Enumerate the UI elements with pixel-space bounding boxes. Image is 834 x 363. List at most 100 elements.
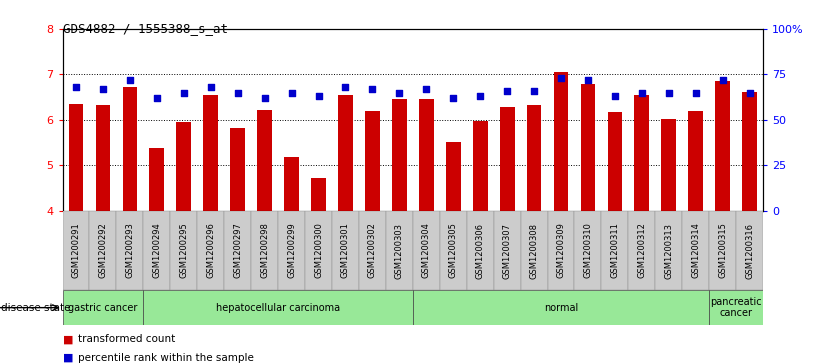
Text: GSM1200306: GSM1200306 — [475, 223, 485, 278]
Bar — [224, 211, 251, 290]
Bar — [419, 99, 434, 211]
Text: percentile rank within the sample: percentile rank within the sample — [78, 352, 254, 363]
Bar — [601, 211, 628, 290]
Bar — [143, 211, 170, 290]
Text: GSM1200304: GSM1200304 — [422, 223, 431, 278]
Text: GSM1200300: GSM1200300 — [314, 223, 323, 278]
Text: GSM1200316: GSM1200316 — [745, 223, 754, 278]
Text: transformed count: transformed count — [78, 334, 175, 344]
Bar — [365, 111, 379, 211]
Bar — [338, 95, 353, 211]
Bar — [149, 148, 164, 211]
Bar — [123, 87, 138, 211]
Text: GSM1200312: GSM1200312 — [637, 223, 646, 278]
Bar — [284, 157, 299, 211]
Bar — [89, 211, 117, 290]
Bar — [257, 110, 272, 211]
Text: disease state: disease state — [1, 303, 70, 313]
Point — [716, 77, 730, 83]
Point — [339, 84, 352, 90]
Point — [393, 90, 406, 95]
Bar — [575, 211, 601, 290]
Text: GSM1200307: GSM1200307 — [503, 223, 511, 278]
Bar — [548, 211, 575, 290]
Bar — [386, 211, 413, 290]
Bar — [177, 122, 191, 211]
Bar — [332, 211, 359, 290]
Bar — [467, 211, 494, 290]
Bar — [413, 211, 440, 290]
Text: GSM1200299: GSM1200299 — [287, 223, 296, 278]
Bar — [554, 72, 569, 211]
Text: GSM1200308: GSM1200308 — [530, 223, 539, 278]
Bar — [473, 121, 488, 211]
Bar — [494, 211, 520, 290]
Point — [662, 90, 676, 95]
Bar — [682, 211, 709, 290]
Bar — [656, 211, 682, 290]
Bar — [413, 290, 709, 325]
Text: GSM1200303: GSM1200303 — [394, 223, 404, 278]
Text: GSM1200310: GSM1200310 — [584, 223, 592, 278]
Text: pancreatic
cancer: pancreatic cancer — [711, 297, 762, 318]
Bar — [278, 211, 305, 290]
Bar — [359, 211, 386, 290]
Point — [743, 90, 756, 95]
Bar — [311, 178, 326, 211]
Point — [581, 77, 595, 83]
Point — [500, 88, 514, 94]
Bar — [96, 105, 110, 211]
Text: ■: ■ — [63, 334, 73, 344]
Text: GSM1200292: GSM1200292 — [98, 223, 108, 278]
Point — [231, 90, 244, 95]
Text: hepatocellular carcinoma: hepatocellular carcinoma — [216, 303, 340, 313]
Text: GSM1200315: GSM1200315 — [718, 223, 727, 278]
Bar — [716, 81, 730, 211]
Point — [636, 90, 649, 95]
Bar — [688, 111, 703, 211]
Text: GSM1200294: GSM1200294 — [153, 223, 161, 278]
Bar — [709, 290, 763, 325]
Point — [312, 93, 325, 99]
Point — [69, 84, 83, 90]
Bar — [440, 211, 467, 290]
Bar — [527, 105, 541, 211]
Text: GSM1200297: GSM1200297 — [234, 223, 242, 278]
Bar — [742, 92, 757, 211]
Bar — [628, 211, 656, 290]
Bar — [661, 119, 676, 211]
Bar — [63, 290, 143, 325]
Text: GSM1200298: GSM1200298 — [260, 223, 269, 278]
Text: GSM1200311: GSM1200311 — [610, 223, 620, 278]
Text: GSM1200296: GSM1200296 — [206, 223, 215, 278]
Point — [123, 77, 137, 83]
Text: GSM1200291: GSM1200291 — [72, 223, 81, 278]
Text: GSM1200295: GSM1200295 — [179, 223, 188, 278]
Bar — [736, 211, 763, 290]
Point — [527, 88, 540, 94]
Text: GSM1200309: GSM1200309 — [556, 223, 565, 278]
Bar — [500, 107, 515, 211]
Point — [555, 75, 568, 81]
Point — [177, 90, 190, 95]
Bar — [63, 211, 89, 290]
Bar — [230, 128, 245, 211]
Text: GSM1200313: GSM1200313 — [665, 223, 673, 278]
Point — [608, 93, 621, 99]
Text: GSM1200302: GSM1200302 — [368, 223, 377, 278]
Point — [204, 84, 218, 90]
Point — [150, 95, 163, 101]
Bar — [68, 104, 83, 211]
Bar — [170, 211, 198, 290]
Text: GSM1200293: GSM1200293 — [125, 223, 134, 278]
Point — [96, 86, 109, 92]
Bar — [305, 211, 332, 290]
Bar — [709, 211, 736, 290]
Text: GSM1200301: GSM1200301 — [341, 223, 350, 278]
Point — [366, 86, 379, 92]
Bar — [203, 95, 219, 211]
Point — [689, 90, 702, 95]
Text: GSM1200314: GSM1200314 — [691, 223, 701, 278]
Bar — [392, 99, 407, 211]
Bar — [520, 211, 548, 290]
